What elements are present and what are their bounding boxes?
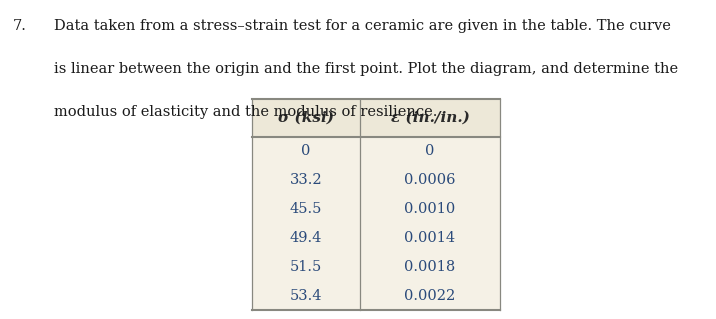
Text: modulus of elasticity and the modulus of resilience.: modulus of elasticity and the modulus of…	[54, 105, 437, 119]
Text: 53.4: 53.4	[290, 289, 322, 303]
Bar	[252, 99, 500, 137]
Text: 0.0022: 0.0022	[405, 289, 455, 303]
Text: 0: 0	[301, 145, 311, 159]
Bar	[252, 137, 500, 310]
Text: 7.: 7.	[13, 19, 26, 33]
Text: 51.5: 51.5	[290, 260, 322, 274]
Text: is linear between the origin and the first point. Plot the diagram, and determin: is linear between the origin and the fir…	[54, 62, 678, 76]
Text: ε (in./in.): ε (in./in.)	[390, 111, 470, 125]
Text: 45.5: 45.5	[290, 202, 322, 216]
Text: 49.4: 49.4	[290, 231, 322, 245]
Text: 0: 0	[425, 145, 435, 159]
Text: 0.0010: 0.0010	[405, 202, 455, 216]
Text: 33.2: 33.2	[290, 173, 322, 187]
Text: 0.0018: 0.0018	[405, 260, 455, 274]
Text: 0.0006: 0.0006	[405, 173, 456, 187]
Text: Data taken from a stress–strain test for a ceramic are given in the table. The c: Data taken from a stress–strain test for…	[54, 19, 671, 33]
Text: σ (ksi): σ (ksi)	[278, 111, 334, 125]
Text: 0.0014: 0.0014	[405, 231, 455, 245]
